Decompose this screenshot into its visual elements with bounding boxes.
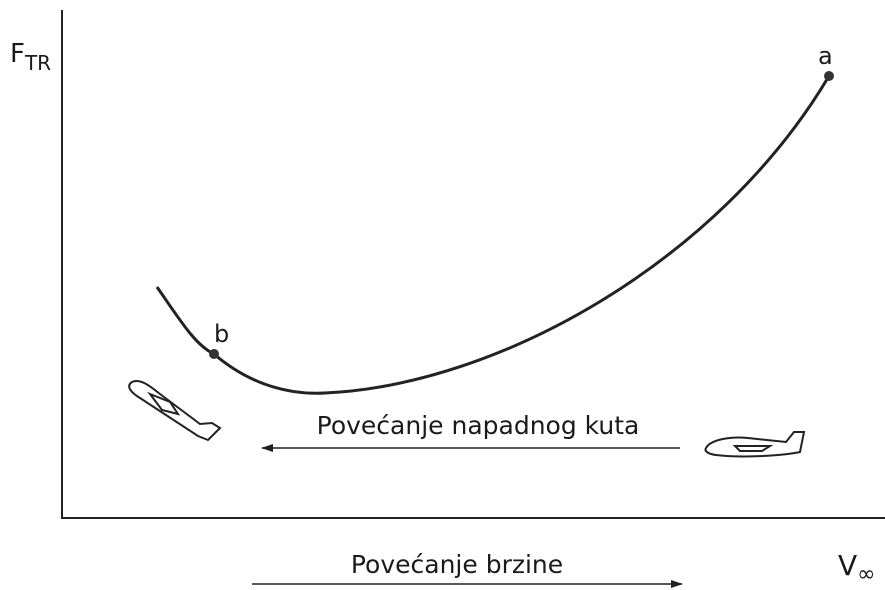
thrust-curve (155, 75, 831, 395)
point-label: b (214, 320, 229, 348)
airplane-level (704, 431, 806, 458)
point-label: a (818, 42, 833, 70)
y-axis-label: FTR (10, 39, 51, 75)
point-a (824, 71, 834, 81)
arrow-label: Povećanje brzine (351, 550, 563, 579)
point-b (209, 349, 219, 359)
x-axis-label-sub: ∞ (857, 562, 875, 587)
x-axis-label: V∞ (838, 549, 875, 587)
x-axis-label-main: V (838, 549, 857, 582)
arrow-label: Povećanje napadnog kuta (317, 411, 640, 440)
y-axis-label-main: F (10, 39, 25, 69)
airplane-nose-up (128, 380, 222, 442)
y-axis-label-sub: TR (24, 51, 51, 75)
